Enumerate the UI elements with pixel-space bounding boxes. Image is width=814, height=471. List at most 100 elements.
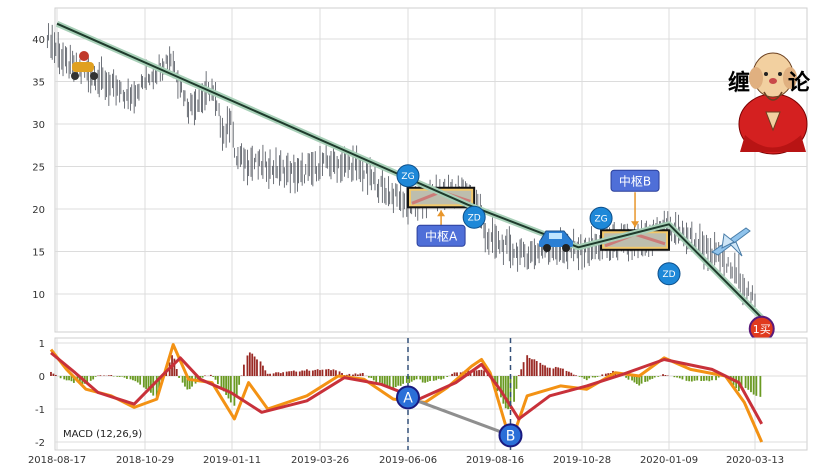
macd-hist-bar [585,376,588,381]
macd-hist-bar [65,376,68,381]
macd-hist-bar [480,369,483,376]
macd-hist-bar [651,376,654,379]
macd-hist-bar [711,376,713,381]
macd-hist-bar [649,376,651,380]
macd-hist-bar [419,376,422,380]
macd-hist-bar [378,376,381,383]
macd-hist-bar [562,368,564,376]
macd-hist-bar [332,369,335,376]
macd-hist-bar [565,370,568,376]
macd-hist-bar [381,376,384,385]
macd-hist-bar [526,355,529,376]
macd-hist-bar [402,376,405,384]
price-y-tick-label: 10 [32,290,45,301]
macd-hist-bar [233,376,236,406]
macd-hist-bar [678,376,681,379]
macd-hist-bar [356,374,359,376]
macd-hist-bar [86,376,89,384]
divergence-label: A [403,390,413,406]
macd-hist-bar [295,371,298,376]
macd-hist-bar [483,370,485,376]
macd-hist-bar [546,367,549,376]
macd-hist-bar [653,376,656,378]
car-icon [539,230,574,252]
macd-hist-bar [361,372,364,376]
macd-hist-bar [121,376,123,377]
macd-hist-bar [747,376,750,390]
price-y-ticks: 10 15 20 25 30 35 40 [32,35,45,301]
macd-hist-bar [285,371,288,376]
macd-hist-bar [531,359,533,376]
macd-hist-bar [311,370,314,376]
macd-hist-bar [367,376,370,378]
macd-hist-bar [627,376,630,380]
macd-hist-bar [478,370,480,376]
macd-hist-bar [292,370,295,376]
macd-hist-bar [262,365,264,376]
macd-hist-bar [149,376,152,393]
macd-hist-bar [319,370,321,376]
x-tick-label: 2018-08-17 [28,455,86,466]
macd-hist-bar [338,371,341,376]
macd-hist-bar [266,373,269,376]
macd-hist-bar [408,376,411,383]
scooter-icon [71,51,98,80]
macd-hist-bar [229,376,232,403]
x-tick-label: 2019-03-26 [291,455,349,466]
macd-hist-bar [341,373,343,376]
macd-hist-bar [134,376,137,382]
macd-hist-bar [238,376,241,385]
macd-annotations: AB [396,338,523,450]
macd-hist-bar [372,376,375,381]
price-y-tick-label: 25 [32,163,45,174]
macd-hist-bar [94,376,97,377]
macd-hist-bar [142,376,145,388]
macd-hist-bar [548,367,551,376]
macd-hist-bar [520,369,523,376]
macd-hist-bar [370,376,373,379]
macd-hist-bar [147,376,150,392]
macd-hist-bar [235,376,238,396]
macd-hist-bar [640,376,643,384]
macd-hist-bar [507,376,510,410]
macd-hist-bar [383,376,386,386]
pivot-zg-marker [589,206,613,230]
macd-hist-bar [700,376,703,382]
macd-hist-bar [327,368,330,376]
macd-hist-bar [570,372,573,376]
macd-hist-bar [451,373,454,376]
macd-hist-bar [290,371,293,376]
macd-hist-bar [717,376,720,378]
macd-y-tick-label: -2 [35,438,45,449]
macd-legend-label: MACD (12,26,9) [63,429,142,440]
macd-hist-bar [99,375,102,376]
pivot-label: 中枢A [425,228,458,243]
price-y-tick-label: 30 [32,120,45,131]
macd-hist-bar [301,370,304,376]
divergence-label: B [506,428,516,444]
macd-hist-bar [421,376,424,383]
macd-hist-bar [136,376,139,383]
macd-hist-bar [173,358,176,376]
price-y-tick-label: 40 [32,35,45,46]
macd-hist-bar [321,369,324,376]
macd-hist-bar [272,373,275,376]
macd-hist-bar [588,376,591,379]
macd-hist-bar [334,370,337,376]
macd-hist-bar [259,361,262,376]
macd-hist-bar [638,376,641,386]
macd-hist-bar [424,376,427,383]
macd-hist-bar [181,376,184,383]
macd-hist-bar [251,353,254,376]
x-tick-label: 2020-01-09 [640,455,698,466]
price-y-tick-label: 35 [32,78,45,89]
macd-hist-bar [256,359,258,376]
pivot-zd-label: ZD [662,270,675,280]
macd-hist-bar [696,376,699,381]
macd-hist-bar [681,376,684,380]
macd-hist-bar [673,376,676,378]
x-tick-label: 2018-10-29 [116,455,174,466]
airplane-icon [711,227,751,257]
macd-hist-bar [676,376,678,378]
chanlun-badge: 缠 论 [728,52,811,155]
